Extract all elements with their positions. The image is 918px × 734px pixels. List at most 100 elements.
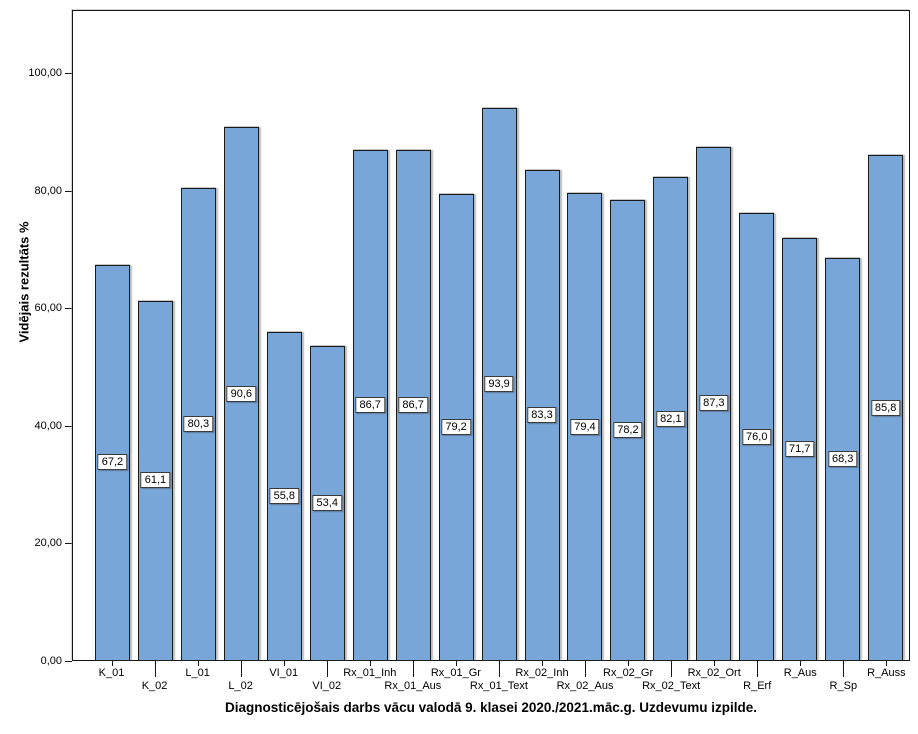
chart-title: Diagnosticējošais darbs vācu valodā 9. k… [225,700,757,715]
y-tick-mark [65,661,72,662]
bar-slot: 87,3 [692,11,735,660]
x-slot: Rx_01_Text [470,661,528,707]
y-tick-mark [65,543,72,545]
x-tick-label: Rx_02_Aus [556,680,614,692]
bar-value-label: 83,3 [527,407,557,424]
bar-slot: 90,6 [220,11,263,660]
bar-value-label: 79,2 [441,419,471,436]
y-tick-mark [65,190,72,192]
bar-value-label: 76,0 [742,428,772,445]
bar-slot: 67,2 [91,11,134,660]
bar-value-label: 55,8 [269,487,299,504]
x-tick-mark [326,661,328,677]
y-tick-label: 80,00 [34,184,62,197]
y-tick-label: 60,00 [34,302,62,315]
x-slot: R_Auss [865,661,908,707]
bar-value-label: 93,9 [484,375,514,392]
x-tick-mark [886,661,888,666]
x-tick-label: Rx_02_Inh [515,667,569,679]
bar-slot: 80,3 [177,11,220,660]
x-tick-label: R_Erf [743,680,772,692]
bar-slot: 71,7 [778,11,821,660]
y-tick-mark [65,425,72,427]
x-tick-mark [197,661,199,666]
bar-value-label: 86,7 [398,397,428,414]
bar-value-label: 80,3 [183,415,214,432]
bar-slot: 79,2 [435,11,478,660]
x-tick-label: L_01 [185,667,210,679]
x-tick-mark [585,661,587,677]
x-slot: L_01 [176,661,219,707]
x-tick-mark [757,661,759,677]
y-tick-label: 0,00 [40,655,62,667]
x-tick-mark [498,661,500,677]
x-slot: Rx_02_Aus [557,661,613,707]
x-slot: Rx_02_Text [642,661,700,707]
x-tick-label: VI_02 [312,680,342,692]
bar-value-label: 68,3 [827,451,858,468]
y-tick-mark [65,308,72,310]
x-slot: Rx_02_Gr [603,661,653,707]
x-tick-mark [111,661,113,666]
bar-value-label: 79,4 [570,418,600,435]
bar-value-label: 61,1 [140,472,171,489]
bar-slot: 68,3 [821,11,864,660]
x-slot: Rx_01_Inh [343,661,396,707]
x-tick-label: K_01 [98,667,125,679]
bar-value-label: 67,2 [97,454,128,471]
x-tick-mark [369,661,371,666]
x-tick-label: Rx_01_Text [469,680,528,692]
x-tick-label: L_02 [228,680,253,692]
x-slot: Rx_01_Gr [431,661,481,707]
x-tick-mark [240,661,242,677]
y-axis: 0,00 20,00 40,00 60,00 80,00 100,00 [0,0,72,734]
x-tick-mark [800,661,802,666]
x-slot: K_01 [90,661,133,707]
x-tick-label: Rx_01_Gr [430,667,481,679]
x-slot: Rx_02_Inh [515,661,569,707]
bars: 67,2 61,1 80,3 90,6 55,8 53,4 86,7 86,7 79,2 93,9… [73,11,909,660]
x-slot: R_Aus [779,661,822,707]
bar-value-label: 82,1 [656,410,686,427]
x-tick-mark [455,661,457,666]
x-tick-mark [843,661,845,677]
x-tick-label: Rx_01_Inh [343,667,397,679]
plot-area: 67,2 61,1 80,3 90,6 55,8 53,4 86,7 86,7 79,2 93,9… [72,10,910,661]
x-tick-mark [541,661,543,666]
x-slot: Rx_01_Aus [384,661,441,707]
bar-value-label: 53,4 [312,494,342,511]
bar-slot: 53,4 [306,11,349,660]
x-slot: K_02 [133,661,176,707]
x-slot: R_Sp [822,661,865,707]
bar-value-label: 71,7 [785,441,815,458]
x-tick-label: R_Aus [783,667,817,679]
bar-slot: 85,8 [864,11,907,660]
y-tick-label: 100,00 [28,66,62,79]
bar-slot: 82,1 [649,11,692,660]
x-tick-mark [671,661,673,677]
x-tick-label: Rx_01_Aus [384,680,442,692]
x-tick-label: R_Sp [829,680,858,692]
x-slot: R_Erf [736,661,779,707]
x-tick-label: R_Auss [867,667,906,679]
x-tick-label: Rx_02_Ort [687,667,741,679]
bar-value-label: 86,7 [355,397,385,414]
bar-slot: 76,0 [735,11,778,660]
x-tick-mark [283,661,285,666]
x-axis: K_01 K_02 L_01 L_02 VI_01 VI_02 Rx_01_Inh Rx_01… [72,661,910,707]
x-tick-mark [628,661,630,666]
x-tick-label: Rx_02_Text [642,680,701,692]
bar-slot: 86,7 [392,11,435,660]
x-tick-mark [714,661,716,666]
x-slot: VI_01 [262,661,305,707]
bar-slot: 86,7 [349,11,392,660]
bar-slot: 61,1 [134,11,177,660]
bar-slot: 83,3 [521,11,564,660]
y-tick-mark [65,72,72,74]
x-tick-label: Rx_02_Gr [603,667,654,679]
x-slot: Rx_02_Ort [688,661,741,707]
y-tick-label: 20,00 [34,537,62,550]
bar-slot: 93,9 [478,11,521,660]
y-tick-label: 40,00 [34,419,62,432]
